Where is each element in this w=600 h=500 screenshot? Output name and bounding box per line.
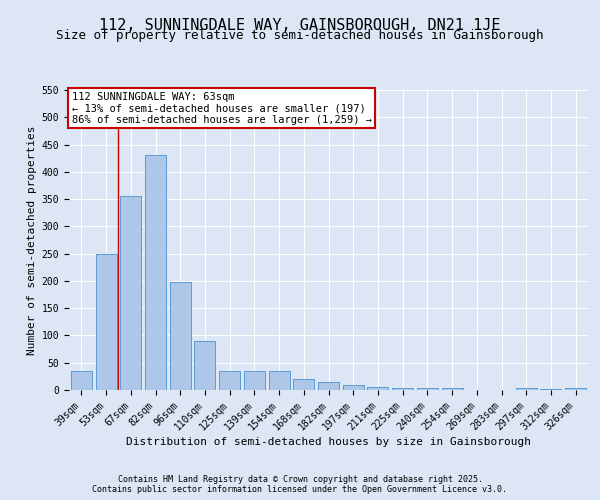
Bar (516, 388, 537, 390)
X-axis label: Distribution of semi-detached houses by size in Gainsborough: Distribution of semi-detached houses by … (126, 438, 531, 448)
Bar (145, 156, 166, 390)
Bar (318, 382, 339, 390)
Bar (95, 254, 116, 390)
Bar (442, 388, 463, 390)
Bar (170, 282, 191, 390)
Bar (244, 371, 265, 390)
Bar (367, 388, 388, 390)
Bar (269, 371, 290, 390)
Bar (219, 371, 240, 390)
Text: Contains HM Land Registry data © Crown copyright and database right 2025.: Contains HM Land Registry data © Crown c… (118, 475, 482, 484)
Bar (417, 388, 438, 390)
Text: Size of property relative to semi-detached houses in Gainsborough: Size of property relative to semi-detach… (56, 29, 544, 42)
Bar (343, 385, 364, 390)
Bar (392, 388, 413, 390)
Bar (565, 388, 586, 390)
Text: 112, SUNNINGDALE WAY, GAINSBOROUGH, DN21 1JE: 112, SUNNINGDALE WAY, GAINSBOROUGH, DN21… (99, 18, 501, 32)
Bar (293, 379, 314, 390)
Text: 112 SUNNINGDALE WAY: 63sqm
← 13% of semi-detached houses are smaller (197)
86% o: 112 SUNNINGDALE WAY: 63sqm ← 13% of semi… (71, 92, 371, 124)
Text: Contains public sector information licensed under the Open Government Licence v3: Contains public sector information licen… (92, 485, 508, 494)
Bar (120, 196, 141, 390)
Bar (71, 371, 92, 390)
Bar (194, 341, 215, 390)
Y-axis label: Number of semi-detached properties: Number of semi-detached properties (28, 125, 37, 355)
